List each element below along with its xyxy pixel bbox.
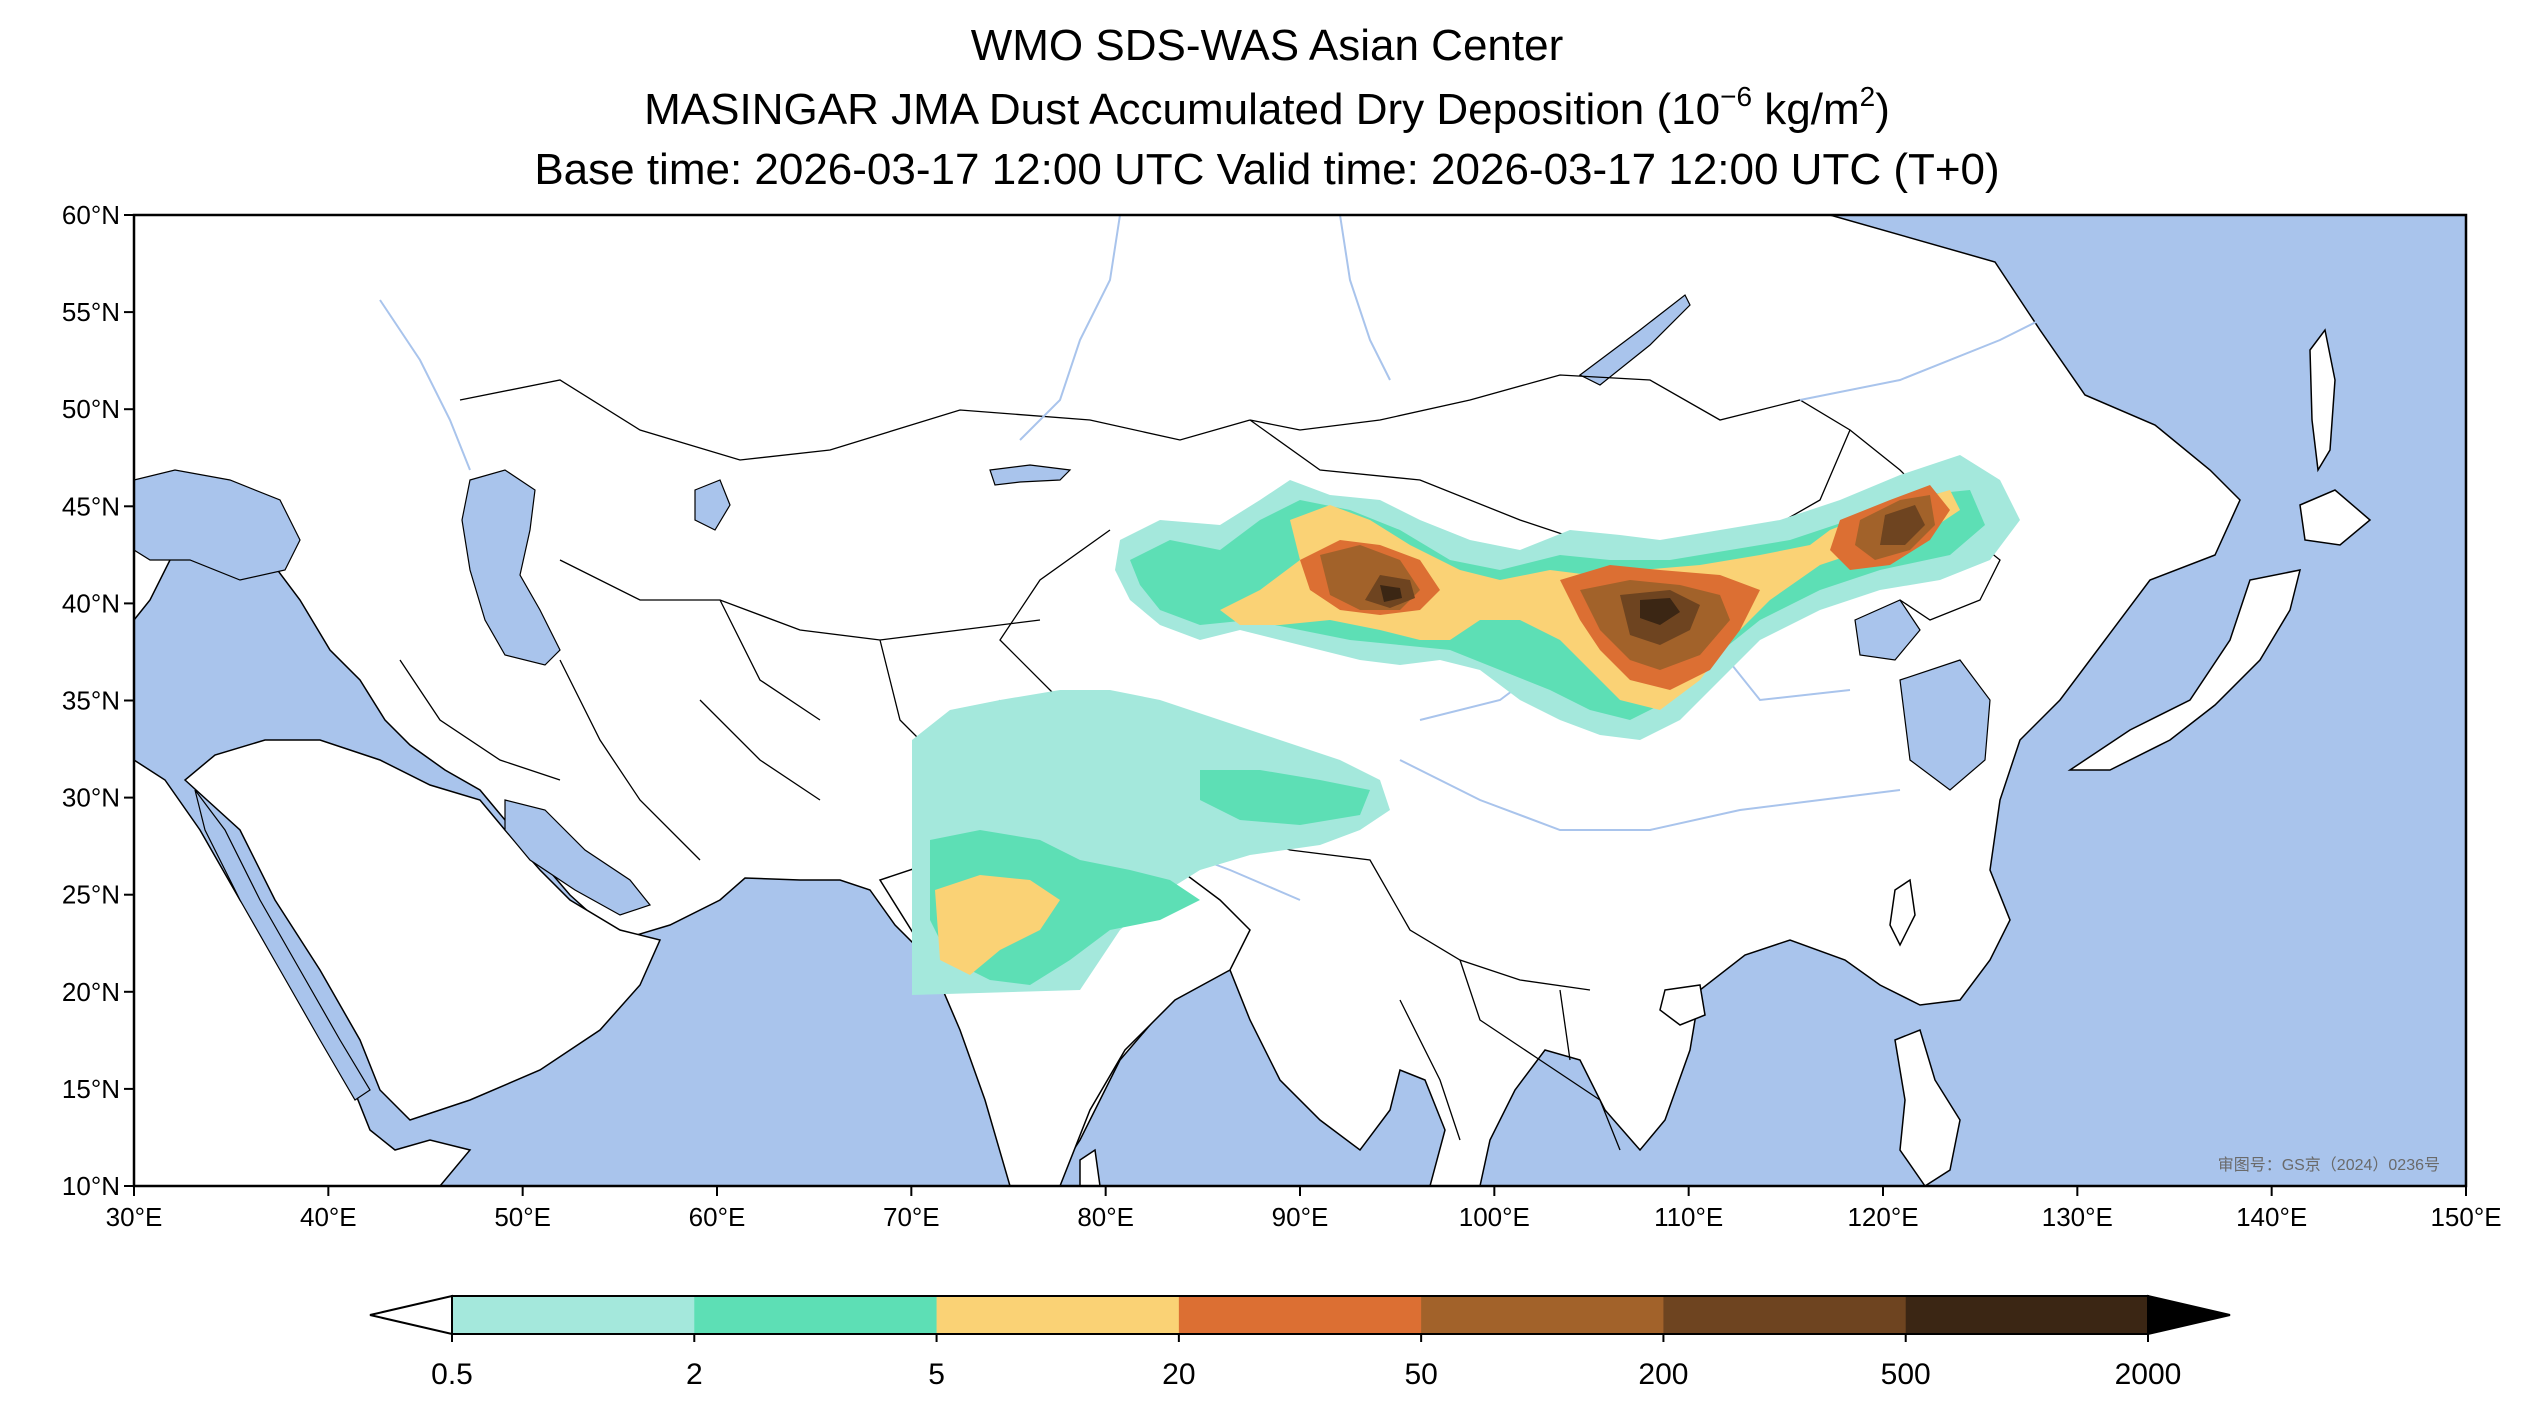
dust-contours <box>912 455 2020 995</box>
lake-balkhash <box>989 464 1072 486</box>
lon-tick-label: 110°E <box>1654 1202 1723 1232</box>
chart-subtitle: MASINGAR JMA Dust Accumulated Dry Deposi… <box>0 81 2534 136</box>
lon-tick-label: 120°E <box>1847 1202 1918 1232</box>
lat-tick-label: 50°N <box>62 394 120 424</box>
lon-tick-label: 80°E <box>1077 1202 1134 1232</box>
dust-contour-level-7 <box>1380 585 1680 625</box>
lat-tick-label: 55°N <box>62 297 120 327</box>
colorbar-label: 2000 <box>2115 1358 2182 1391</box>
black-sea <box>134 469 301 581</box>
dust-contour-level-3b <box>935 875 1060 975</box>
taiwan-land <box>1889 878 1916 947</box>
lon-tick-label: 140°E <box>2236 1202 2307 1232</box>
colorbar-box <box>694 1296 938 1334</box>
border-southeast-asia <box>1399 959 1621 1151</box>
river-yenisei <box>1339 215 1391 381</box>
dust-contour-level-5 <box>1320 495 1935 670</box>
persian-gulf <box>504 799 652 916</box>
arabia-land <box>183 739 662 1121</box>
dust-contour-level-2b <box>930 770 1370 985</box>
lon-tick-label: 40°E <box>300 1202 357 1232</box>
bohai-sea <box>1854 599 1921 661</box>
lat-tick-label: 20°N <box>62 977 120 1007</box>
hainan-land <box>1659 984 1706 1026</box>
colorbar-box <box>1905 1296 2149 1334</box>
lon-tick-label: 50°E <box>494 1202 551 1232</box>
lon-tick-label: 100°E <box>1459 1202 1530 1232</box>
border-mongolia <box>1249 374 1851 561</box>
lat-tick-label: 30°N <box>62 783 120 813</box>
river-amur <box>1799 299 2081 401</box>
colorbar-label: 0.5 <box>431 1358 473 1391</box>
lat-tick-label: 15°N <box>62 1074 120 1104</box>
lat-tick-label: 40°N <box>62 588 120 618</box>
subtitle-unit-exponent: 2 <box>1859 81 1876 112</box>
colorbar: 0.5 2 5 20 50 200 500 2000 <box>369 1294 2231 1391</box>
subtitle-main: MASINGAR JMA Dust Accumulated Dry Deposi… <box>644 85 1721 134</box>
subtitle-exponent: −6 <box>1720 81 1753 112</box>
border-china-korea <box>1849 429 2001 621</box>
colorbar-label: 2 <box>686 1358 703 1391</box>
colorbar-box <box>452 1296 695 1334</box>
japan-land <box>2067 569 2302 771</box>
colorbar-box <box>1663 1296 1907 1334</box>
longitude-ticks: 30°E 40°E 50°E 60°E 70°E 80°E 90°E 100°E 110°E 12… <box>106 1186 2502 1232</box>
river-ob <box>1019 215 1121 441</box>
colorbar-label: 50 <box>1404 1358 1437 1391</box>
lon-tick-label: 30°E <box>106 1202 163 1232</box>
chart-title: WMO SDS-WAS Asian Center <box>970 21 1564 70</box>
sakhalin-land <box>2309 328 2336 473</box>
lon-tick-label: 60°E <box>689 1202 746 1232</box>
lat-tick-label: 35°N <box>62 686 120 716</box>
lon-tick-label: 70°E <box>883 1202 940 1232</box>
lat-tick-label: 25°N <box>62 880 120 910</box>
lon-tick-label: 150°E <box>2430 1202 2501 1232</box>
lat-tick-label: 60°N <box>62 200 120 230</box>
colorbar-label: 200 <box>1638 1358 1688 1391</box>
colorbar-label: 20 <box>1162 1358 1195 1391</box>
land-layer <box>134 215 2372 1186</box>
latitude-ticks: 60°N 55°N 50°N 45°N 40°N 35°N 30°N 25°N 20°N 15°N… <box>62 200 134 1201</box>
river-yangtze <box>1399 759 1901 831</box>
lon-tick-label: 90°E <box>1272 1202 1329 1232</box>
colorbar-box <box>1178 1296 1422 1334</box>
approval-note: 审图号：GS京（2024）0236号 <box>2218 1156 2440 1174</box>
red-sea <box>194 789 371 1101</box>
aral-sea <box>694 479 731 531</box>
caspian-sea <box>461 469 561 666</box>
lat-tick-label: 10°N <box>62 1171 120 1201</box>
yellow-sea <box>1899 659 1991 791</box>
colorbar-box <box>936 1296 1180 1334</box>
eurasia-land <box>134 215 2241 1186</box>
time-info: Base time: 2026-03-17 12:00 UTC Valid ti… <box>534 145 2000 194</box>
sri-lanka-land <box>1079 1148 1101 1186</box>
subtitle-unit: kg/m <box>1752 85 1860 134</box>
colorbar-box <box>1421 1296 1664 1334</box>
colorbar-frame <box>451 1295 2149 1335</box>
hokkaido-land <box>2299 489 2372 546</box>
colorbar-extend-low <box>369 1294 453 1336</box>
colorbar-extend-high <box>2147 1294 2231 1336</box>
subtitle-end: ) <box>1875 85 1890 134</box>
africa-land <box>134 759 472 1186</box>
colorbar-label: 5 <box>928 1358 945 1391</box>
lat-tick-label: 45°N <box>62 491 120 521</box>
colorbar-boxes <box>452 1296 2149 1334</box>
colorbar-label: 500 <box>1881 1358 1931 1391</box>
colorbar-labels: 0.5 2 5 20 50 200 500 2000 <box>431 1334 2181 1391</box>
lon-tick-label: 130°E <box>2042 1202 2113 1232</box>
border-russia-kazakhstan <box>459 379 1251 461</box>
philippines-land <box>1894 1028 1961 1186</box>
border-iran-iraq <box>399 659 821 861</box>
lake-baikal <box>1578 294 1691 386</box>
river-volga <box>379 299 471 471</box>
